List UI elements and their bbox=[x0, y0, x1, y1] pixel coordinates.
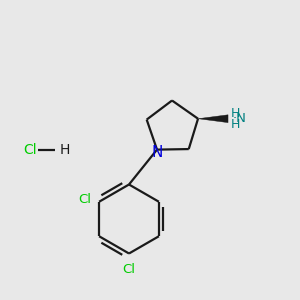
Text: H: H bbox=[231, 118, 240, 130]
Text: ·N: ·N bbox=[233, 112, 247, 125]
Polygon shape bbox=[198, 115, 228, 123]
Text: H: H bbox=[59, 143, 70, 157]
Text: Cl: Cl bbox=[122, 262, 136, 276]
Text: Cl: Cl bbox=[23, 143, 37, 157]
Text: H: H bbox=[231, 107, 240, 120]
Text: N: N bbox=[151, 145, 163, 160]
Text: Cl: Cl bbox=[78, 193, 91, 206]
